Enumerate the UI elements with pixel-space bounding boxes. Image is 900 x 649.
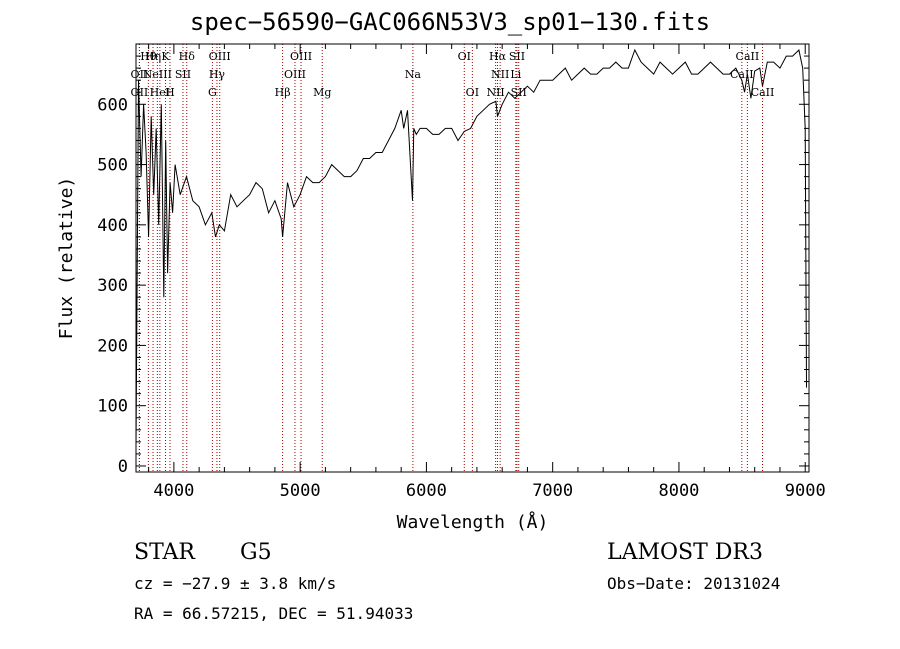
line-label-4: NeIII xyxy=(143,68,172,81)
line-label-10: OIII xyxy=(209,50,231,63)
line-label-24: SII xyxy=(509,50,525,63)
line-label-13: Hβ xyxy=(275,86,291,99)
x-tick-label-9000: 9000 xyxy=(785,481,826,501)
line-label-20: NII xyxy=(486,86,504,99)
x-tick-label-4000: 4000 xyxy=(153,481,194,501)
line-label-17: Na xyxy=(405,68,422,81)
line-label-12: G xyxy=(208,86,217,99)
object-class: STAR xyxy=(134,540,195,565)
line-label-2: Hθ xyxy=(140,50,157,63)
spectrum-series-line xyxy=(135,48,807,448)
line-label-15: OIII xyxy=(290,50,312,63)
survey-name: LAMOST DR3 xyxy=(607,540,763,565)
ra-dec-coordinates: RA = 66.57215, DEC = 51.94033 xyxy=(134,604,414,623)
y-axis-label: Flux (relative) xyxy=(56,177,77,340)
x-axis-label: Wavelength (Å) xyxy=(397,511,549,533)
line-label-18: OI xyxy=(458,50,471,63)
line-label-27: CaII xyxy=(736,50,760,63)
x-tick-label-8000: 8000 xyxy=(658,481,699,501)
line-label-3: Hη xyxy=(145,50,161,63)
line-label-22: NII xyxy=(491,68,509,81)
y-tick-label-0: 0 xyxy=(118,457,128,477)
y-tick-label-400: 400 xyxy=(97,216,128,236)
y-axis-ticks: 0 100 200 300 400 500 600 xyxy=(97,55,809,477)
redshift-cz: cz = −27.9 ± 3.8 km/s xyxy=(134,574,337,593)
object-subclass: G5 xyxy=(240,540,272,565)
line-label-19: OI xyxy=(466,86,479,99)
y-tick-label-500: 500 xyxy=(97,156,128,176)
line-label-8: SII xyxy=(175,68,191,81)
y-tick-label-600: 600 xyxy=(97,95,128,115)
observation-date: Obs−Date: 20131024 xyxy=(607,574,781,593)
line-label-7: HeI xyxy=(150,86,170,99)
x-tick-label-7000: 7000 xyxy=(532,481,573,501)
line-label-11: Hγ xyxy=(209,68,226,81)
line-label-14: OIII xyxy=(284,68,306,81)
y-tick-label-100: 100 xyxy=(97,397,128,417)
y-tick-label-300: 300 xyxy=(97,276,128,296)
line-label-28: CaII xyxy=(751,86,775,99)
x-tick-label-6000: 6000 xyxy=(406,481,447,501)
line-label-23: Li xyxy=(510,68,521,81)
line-label-16: Mg xyxy=(313,86,331,99)
x-tick-label-5000: 5000 xyxy=(280,481,321,501)
plot-frame xyxy=(135,43,810,473)
line-label-1: OII xyxy=(131,68,149,81)
line-label-6: H xyxy=(165,86,175,99)
line-label-21: Hα xyxy=(489,50,507,63)
chart-title: spec−56590−GAC066N53V3_sp01−130.fits xyxy=(189,8,711,36)
line-label-25: SII xyxy=(511,86,527,99)
line-label-9: Hδ xyxy=(179,50,196,63)
spectral-line-markers xyxy=(138,44,764,472)
x-axis-ticks: 4000 5000 6000 7000 8000 9000 xyxy=(148,44,826,501)
y-tick-label-200: 200 xyxy=(97,336,128,356)
line-label-5: K xyxy=(161,50,170,63)
